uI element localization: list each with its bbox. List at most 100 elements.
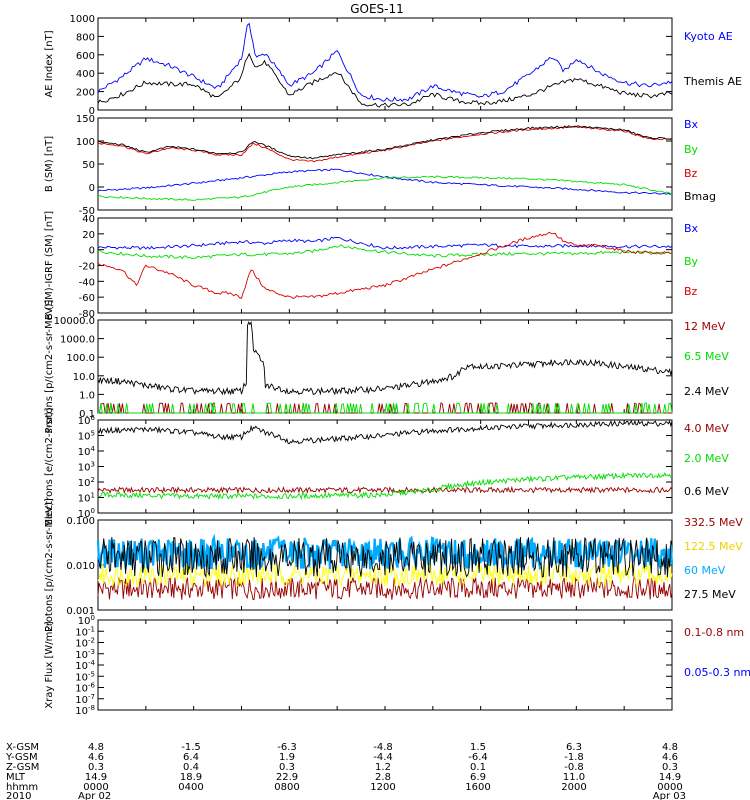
y-axis-label: Electrons [e/(cm2-s-sr)] (44, 407, 55, 525)
ephemeris-value: 18.9 (180, 772, 202, 783)
ephemeris-value: 14.9 (85, 772, 107, 783)
ephemeris-row-label: hhmm (6, 782, 38, 793)
y-tick-label: 102 (78, 476, 95, 489)
y-tick-label: -40 (79, 277, 95, 288)
ephemeris-row-label: 2010 (6, 791, 31, 800)
ephemeris-value: 1.9 (279, 752, 295, 763)
legend-6-5-mev: 6.5 MeV (684, 350, 729, 363)
y-tick-label: 20 (82, 230, 95, 241)
y-tick-label: 104 (78, 445, 96, 458)
legend-12-mev: 12 MeV (684, 320, 726, 333)
series-line-332-5-mev (97, 576, 673, 600)
y-tick-label: 150 (76, 114, 95, 125)
series-line-0-6-mev (97, 419, 673, 445)
ephemeris-value: 1.2 (375, 762, 391, 773)
ephemeris-value: 0.3 (279, 762, 295, 773)
y-tick-label: 1.0 (79, 390, 95, 401)
y-tick-label: 0.1 (79, 409, 95, 420)
ephemeris-value: -0.8 (564, 762, 584, 773)
ephemeris-value: 2000 (561, 782, 586, 793)
y-tick-label: 40 (82, 214, 95, 225)
panel-frame (97, 619, 673, 711)
series-line-bx (97, 236, 673, 251)
y-tick-label: -20 (79, 262, 95, 273)
ephemeris-value: Apr 02 (78, 791, 111, 800)
y-tick-label: 10000.0 (54, 316, 95, 327)
panel-frame (97, 117, 673, 211)
y-tick-label: 105 (78, 430, 95, 443)
series-line-27-5-mev (97, 537, 673, 579)
ephemeris-value: 0.3 (88, 762, 104, 773)
y-tick-label: 0 (89, 183, 95, 194)
legend-by: By (684, 255, 699, 268)
ephemeris-value: 22.9 (276, 772, 298, 783)
ephemeris-value: 1200 (370, 782, 395, 793)
legend-kyoto-ae: Kyoto AE (684, 30, 733, 43)
ephemeris-value: 1.5 (470, 742, 486, 753)
panel-frame (97, 419, 673, 514)
legend-bz: Bz (684, 167, 698, 180)
y-tick-label: -80 (79, 309, 95, 320)
ephemeris-value: -4.4 (373, 752, 393, 763)
legend-bmag: Bmag (684, 190, 716, 203)
panel-2: 150 100 50 0 -50 B (SM) [nT] Bx By Bz Bmag (44, 114, 716, 217)
y-tick-label: 1000 (70, 14, 95, 25)
y-axis-label: Protons [p/(cm2-s-sr-MeV)] (44, 299, 55, 433)
y-axis-label: Xray Flux [W/m2] (44, 621, 55, 708)
y-tick-label: 50 (82, 160, 95, 171)
ephemeris-value: 4.8 (662, 742, 678, 753)
ephemeris-value: Apr 03 (653, 791, 686, 800)
y-tick-label: 103 (78, 461, 95, 474)
panel-6: 0.100 0.010 0.001 Protons [p/(cm2-s-sr-MeV)… (44, 498, 743, 632)
series-line-bz (97, 126, 673, 163)
panel-7: 10010-110-210-310-410-510-610-710-8Xray … (44, 614, 750, 717)
series-line-2-4-mev (97, 320, 673, 396)
legend-27-5-mev: 27.5 MeV (684, 588, 736, 601)
series-line-bmag (97, 125, 673, 160)
legend-122-5-mev: 122.5 MeV (684, 540, 743, 553)
ephemeris-value: -6.3 (277, 742, 297, 753)
ephemeris-value: 0.1 (470, 762, 486, 773)
series-line-by (97, 175, 673, 201)
y-tick-label: 200 (76, 88, 95, 99)
legend-2-0-mev: 2.0 MeV (684, 452, 729, 465)
ephemeris-value: 14.9 (659, 772, 681, 783)
ephemeris-value: 0.3 (662, 762, 678, 773)
y-tick-label: 100.0 (66, 353, 95, 364)
panel-4: 10000.0 1000.0 100.0 10.0 1.0 0.1 Protons [p/(… (44, 299, 729, 433)
y-axis-label: B (SM) [nT] (44, 136, 55, 192)
ephemeris-value: 0000 (83, 782, 108, 793)
legend-bx: Bx (684, 222, 699, 235)
ephemeris-value: 11.0 (563, 772, 585, 783)
ephemeris-value: 2.8 (375, 772, 391, 783)
series-line-kyoto-ae (97, 22, 673, 102)
ephemeris-row-label: MLT (6, 772, 26, 783)
y-axis-label: AE Index [nT] (44, 30, 55, 97)
series-line-6-5-mev (98, 402, 673, 414)
y-tick-label: 1000.0 (60, 335, 95, 346)
ephemeris-value: 6.9 (470, 772, 486, 783)
series-line-bz (97, 231, 673, 300)
ephemeris-row-label: X-GSM (6, 742, 39, 753)
legend-0-6-mev: 0.6 MeV (684, 485, 729, 498)
y-tick-label: 101 (78, 492, 95, 505)
y-tick-label: 0 (89, 246, 95, 257)
series-line-122-5-mev (97, 562, 673, 588)
legend-2-4-mev: 2.4 MeV (684, 385, 729, 398)
figure-title: GOES-11 (350, 2, 404, 16)
legend-60-mev: 60 MeV (684, 564, 726, 577)
y-tick-label: -60 (79, 293, 95, 304)
ephemeris-value: 4.8 (88, 742, 104, 753)
ephemeris-row-label: Y-GSM (5, 752, 38, 763)
ephemeris-value: 4.6 (88, 752, 104, 763)
ephemeris-row-label: Z-GSM (6, 762, 39, 773)
series-line-by (97, 244, 673, 260)
y-tick-label: 0.001 (66, 606, 95, 617)
legend-by: By (684, 143, 699, 156)
panel-3: 40 20 0 -20 -40 -60 -80 B (SM)-IGRF (SM) [nT] Bx… (44, 211, 699, 320)
y-tick-label: 100 (76, 137, 95, 148)
y-tick-label: -50 (79, 206, 95, 217)
legend-themis-ae: Themis AE (683, 75, 742, 88)
